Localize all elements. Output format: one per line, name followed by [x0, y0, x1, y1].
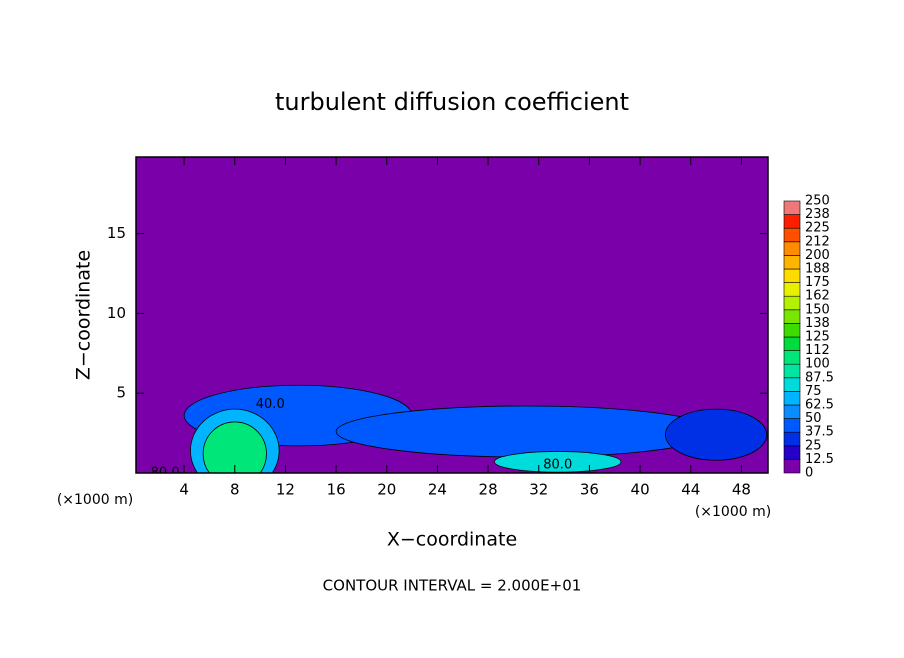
colorbar-label: 12.5 [805, 452, 834, 467]
contour-region [202, 421, 267, 473]
colorbar-box [783, 255, 801, 270]
colorbar-box [783, 445, 801, 460]
colorbar-label: 175 [805, 275, 830, 290]
colorbar-label: 25 [805, 438, 822, 453]
colorbar-box [783, 391, 801, 406]
x-unit-label: (×1000 m) [57, 492, 133, 508]
x-axis-label: X−coordinate [387, 529, 517, 551]
colorbar-label: 50 [805, 411, 822, 426]
y-axis-label: Z−coordinate [73, 250, 95, 380]
colorbar-label: 75 [805, 384, 822, 399]
colorbar-box [783, 459, 801, 474]
x-tick-label: 32 [529, 481, 548, 499]
colorbar-box [783, 404, 801, 419]
colorbar-label: 238 [805, 207, 830, 222]
colorbar-box [783, 418, 801, 433]
x-tick-label: 8 [230, 481, 240, 499]
contour-label: 40.0 [256, 397, 285, 412]
colorbar-label: 62.5 [805, 398, 834, 413]
colorbar-box [783, 350, 801, 365]
x-unit-label: (×1000 m) [695, 504, 771, 520]
footnote: CONTOUR INTERVAL = 2.000E+01 [323, 577, 582, 595]
colorbar-label: 100 [805, 357, 830, 372]
colorbar-label: 37.5 [805, 425, 834, 440]
x-tick-label: 12 [276, 481, 295, 499]
x-tick-label: 20 [377, 481, 396, 499]
colorbar-box [783, 323, 801, 338]
colorbar-label: 138 [805, 316, 830, 331]
colorbar-label: 150 [805, 302, 830, 317]
x-tick-label: 16 [327, 481, 346, 499]
colorbar-box [783, 241, 801, 256]
contour-label: 80.0 [543, 458, 572, 473]
colorbar-label: 250 [805, 194, 830, 209]
colorbar-label: 225 [805, 221, 830, 236]
colorbar-box [783, 214, 801, 229]
contour-region [665, 408, 768, 461]
plot-frame [135, 156, 769, 474]
colorbar-box [783, 268, 801, 283]
colorbar-box [783, 377, 801, 392]
colorbar-box [783, 227, 801, 243]
x-tick-label: 24 [428, 481, 447, 499]
colorbar-label: 0 [805, 466, 813, 481]
y-tick-label: 10 [107, 304, 126, 322]
colorbar-box [783, 363, 801, 379]
colorbar-label: 200 [805, 248, 830, 263]
colorbar-box [783, 336, 801, 351]
colorbar-label: 112 [805, 343, 830, 358]
colorbar-box [783, 295, 801, 311]
colorbar-label: 162 [805, 289, 830, 304]
colorbar-box [783, 282, 801, 297]
colorbar-label: 188 [805, 262, 830, 277]
y-tick-label: 15 [107, 224, 126, 242]
chart-title: turbulent diffusion coefficient [275, 88, 629, 116]
colorbar-label: 212 [805, 234, 830, 249]
x-tick-label: 48 [732, 481, 751, 499]
x-tick-label: 44 [681, 481, 700, 499]
colorbar-box [783, 200, 801, 215]
x-tick-label: 36 [580, 481, 599, 499]
colorbar-box [783, 431, 801, 447]
x-tick-label: 4 [179, 481, 189, 499]
contour-label: 80.0 [151, 466, 180, 481]
x-tick-label: 28 [479, 481, 498, 499]
colorbar-label: 87.5 [805, 370, 834, 385]
x-tick-label: 40 [631, 481, 650, 499]
y-tick-label: 5 [116, 384, 126, 402]
contour-region [335, 405, 717, 458]
colorbar-box [783, 309, 801, 324]
colorbar-label: 125 [805, 330, 830, 345]
